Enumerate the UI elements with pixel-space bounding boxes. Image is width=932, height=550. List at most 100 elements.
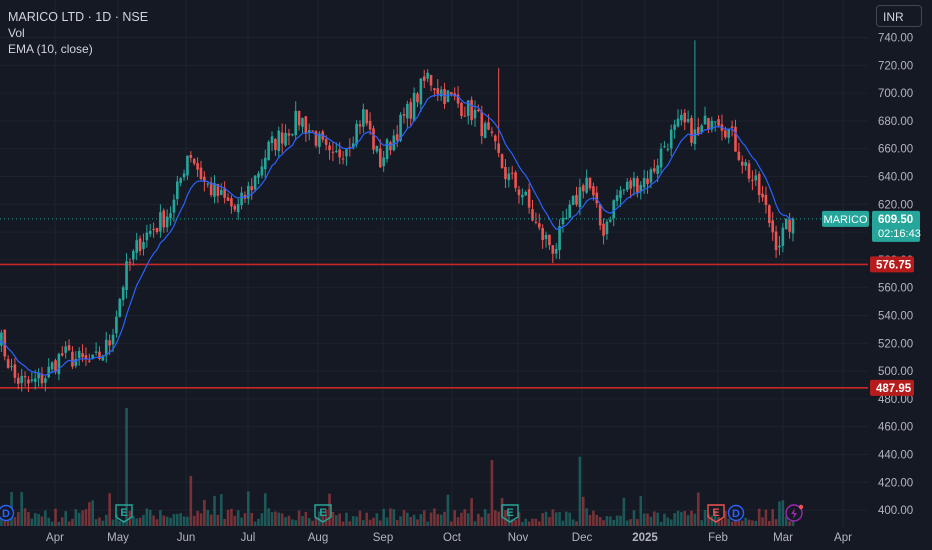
volume-bar (544, 511, 548, 526)
volume-bar (632, 510, 636, 526)
volume-bar (365, 512, 369, 526)
volume-bar (355, 516, 358, 526)
volume-bar (111, 519, 115, 526)
candle-body (778, 245, 781, 248)
candle-body (94, 351, 98, 353)
price-tag-countdown: 02:16:43 (878, 228, 921, 240)
candle-body (602, 223, 605, 236)
candle-body (111, 334, 115, 345)
candle-body (284, 132, 287, 146)
volume-bar (487, 513, 490, 526)
volume-bar (666, 517, 670, 526)
candle-body (781, 227, 785, 246)
volume-bar (311, 520, 314, 526)
volume-bar (307, 518, 311, 526)
volume-bar (609, 516, 612, 526)
volume-bar (260, 513, 264, 526)
volume-bar (243, 513, 247, 526)
candle-body (483, 123, 487, 138)
volume-bar (378, 520, 382, 526)
candle-body (791, 218, 795, 234)
candle-body (358, 124, 362, 127)
volume-bar (280, 513, 284, 526)
candle-body (230, 198, 233, 207)
candle-body (730, 126, 734, 128)
candle-body (395, 134, 399, 141)
volume-bar (88, 502, 91, 526)
symbol-title[interactable]: MARICO LTD · 1D · NSE (8, 10, 149, 24)
volume-bar (67, 521, 71, 526)
volume-bar (619, 515, 622, 526)
x-tick-label: Nov (508, 532, 529, 544)
candle-body (115, 316, 118, 334)
candle-body (615, 195, 619, 201)
y-tick-label: 620.00 (878, 199, 913, 211)
candle-body (436, 88, 440, 94)
candle-body (270, 136, 274, 144)
volume-bar (223, 518, 226, 526)
y-tick-label: 500.00 (878, 366, 913, 378)
currency-button[interactable]: INR (876, 5, 922, 27)
volume-bar (196, 511, 199, 526)
earnings-marker-label: E (506, 507, 513, 519)
volume-bar (510, 519, 514, 526)
vol-indicator-label[interactable]: Vol (8, 26, 25, 40)
volume-bar (98, 517, 101, 526)
candle-body (57, 353, 61, 375)
volume-bar (751, 520, 754, 526)
x-tick-label: Apr (834, 532, 852, 544)
candle-body (480, 111, 484, 137)
candle-body (676, 118, 680, 127)
volume-bar (541, 513, 544, 526)
volume-bar (507, 511, 511, 526)
volume-bar (33, 513, 37, 526)
candle-body (219, 189, 223, 195)
candle-body (747, 163, 751, 179)
candle-body (710, 120, 714, 130)
candle-body (585, 177, 588, 193)
volume-bar (182, 516, 186, 526)
candle-body (534, 221, 538, 223)
candles (0, 40, 795, 393)
volume-bar (740, 520, 744, 526)
volume-bar (125, 408, 128, 526)
candle-body (179, 178, 182, 184)
price-tag (872, 210, 920, 242)
candle-body (652, 168, 656, 172)
candle-body (84, 355, 88, 360)
volume-bar (108, 493, 111, 526)
chart-legend: MARICO LTD · 1D · NSE Vol EMA (10, close… (8, 9, 148, 57)
horizontal-lines (0, 263, 868, 389)
candle-body (683, 112, 687, 123)
candle-body (504, 167, 507, 180)
candle-body (740, 161, 744, 166)
ema-indicator-label[interactable]: EMA (10, close) (8, 42, 93, 56)
volume-bar (663, 513, 666, 526)
candle-body (104, 339, 108, 356)
y-tick-label: 420.00 (878, 477, 913, 489)
volume-bar (219, 494, 223, 526)
candle-body (334, 151, 338, 153)
candle-body (466, 100, 470, 116)
candle-body (389, 142, 392, 151)
volume-bar (64, 511, 67, 526)
candle-body (568, 204, 572, 218)
volume-bar (301, 515, 304, 526)
volume-bar (331, 512, 335, 526)
candle-body (680, 114, 683, 121)
volume-bar (206, 510, 210, 526)
candle-body (189, 155, 193, 158)
candle-body (125, 261, 128, 291)
volume-bar (730, 521, 734, 526)
volume-bar (81, 510, 84, 526)
candle-body (287, 133, 291, 136)
volume-bar (37, 514, 40, 526)
volume-bar (649, 516, 653, 526)
volume-bar (77, 512, 81, 526)
candle-body (531, 209, 534, 221)
volume-bar (314, 516, 318, 526)
candle-body (412, 92, 416, 122)
candle-body (656, 165, 659, 174)
candle-body (240, 192, 243, 206)
